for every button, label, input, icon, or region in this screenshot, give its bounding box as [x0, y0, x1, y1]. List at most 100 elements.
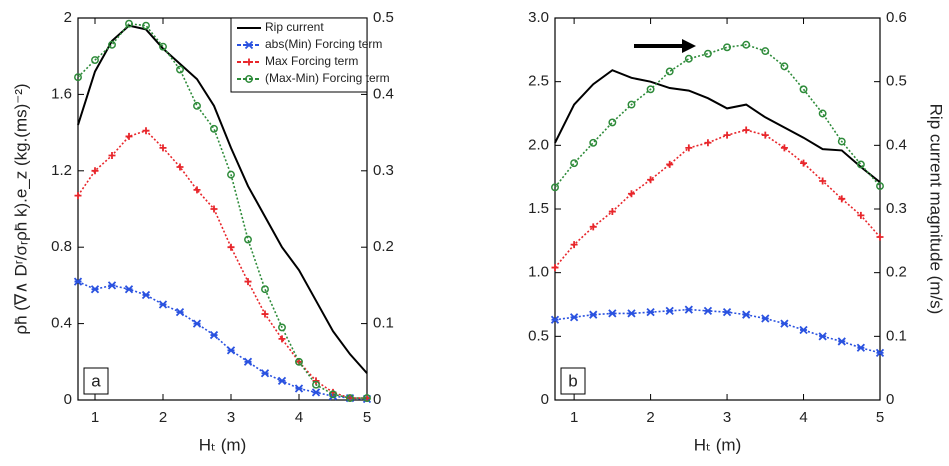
y-tick-label: 2	[64, 9, 72, 26]
marker	[665, 67, 674, 76]
marker	[74, 73, 82, 82]
marker	[294, 384, 304, 393]
marker	[226, 346, 236, 355]
x-tick-label: 3	[227, 409, 235, 426]
marker	[209, 330, 219, 340]
marker	[818, 109, 827, 118]
marker	[857, 211, 865, 219]
marker	[876, 182, 884, 191]
marker	[175, 308, 185, 317]
marker	[761, 314, 770, 323]
x-tick-label: 5	[363, 409, 371, 426]
legend-marker	[245, 75, 253, 83]
y-tick-label: 1.2	[51, 162, 72, 179]
marker	[780, 144, 788, 152]
marker	[244, 278, 252, 286]
marker	[837, 337, 846, 346]
marker	[107, 281, 117, 290]
marker	[158, 300, 168, 309]
y-tick-label: 0.5	[528, 327, 549, 344]
panel-label-box	[560, 367, 586, 395]
panel-label: a	[91, 371, 101, 390]
marker	[875, 348, 885, 358]
y2-tick-label: 0.5	[373, 9, 394, 26]
legend-box	[230, 17, 368, 93]
series-line	[77, 129, 367, 399]
y-tick-label: 1.0	[528, 264, 549, 281]
x-axis-label: Hₜ (m)	[199, 435, 247, 454]
marker	[723, 43, 732, 52]
x-tick-label: 1	[91, 409, 99, 426]
y2-axis-label: Rip current magnitude (m/s)	[927, 104, 946, 315]
marker	[856, 160, 865, 169]
marker	[124, 285, 134, 294]
marker	[608, 208, 616, 216]
legend-marker	[244, 40, 254, 50]
x-axis-label: Hₜ (m)	[694, 435, 742, 454]
marker	[176, 163, 184, 171]
marker	[876, 233, 884, 241]
y2-tick-label: 0.4	[886, 136, 907, 153]
marker	[703, 306, 713, 316]
marker	[646, 85, 655, 94]
y-tick-label: 2.5	[528, 73, 549, 90]
y-tick-label: 1.5	[528, 200, 549, 217]
series-line	[77, 280, 368, 400]
marker	[278, 335, 286, 343]
x-tick-label: 5	[876, 409, 884, 426]
marker	[742, 126, 750, 134]
marker	[278, 323, 286, 332]
marker	[570, 159, 579, 168]
y2-tick-label: 0	[373, 391, 381, 408]
y-tick-label: 0	[541, 391, 549, 408]
y2-tick-label: 0.5	[886, 73, 907, 90]
marker	[141, 290, 151, 300]
marker	[91, 56, 99, 64]
marker	[666, 160, 674, 168]
marker	[856, 343, 866, 352]
plot-frame	[77, 17, 368, 401]
marker	[192, 319, 202, 328]
x-tick-label: 1	[570, 409, 578, 426]
series-line	[554, 308, 881, 354]
marker	[685, 144, 693, 152]
marker	[665, 306, 674, 316]
marker	[90, 285, 100, 294]
marker	[176, 65, 184, 74]
marker	[125, 132, 133, 140]
y2-tick-label: 0.6	[886, 9, 907, 26]
x-tick-label: 4	[799, 409, 807, 426]
marker	[295, 357, 303, 366]
arrow-icon	[634, 39, 696, 53]
legend-label: Max Forcing term	[265, 54, 358, 68]
marker	[261, 310, 269, 318]
marker	[838, 195, 846, 203]
marker	[722, 308, 732, 317]
y-tick-label: 3.0	[528, 9, 549, 26]
marker	[193, 186, 201, 194]
y-tick-label: 0.8	[51, 238, 72, 255]
marker	[91, 167, 99, 175]
marker	[589, 223, 597, 231]
marker	[684, 54, 693, 63]
marker	[329, 390, 337, 399]
marker	[742, 40, 751, 49]
x-tick-label: 2	[646, 409, 654, 426]
marker	[243, 357, 253, 366]
marker	[627, 309, 636, 318]
marker	[627, 190, 635, 198]
y2-tick-label: 0.1	[373, 315, 394, 332]
series-line	[554, 43, 881, 188]
marker	[159, 144, 167, 152]
marker	[780, 62, 789, 71]
marker	[260, 369, 270, 378]
marker	[627, 100, 636, 109]
y2-tick-label: 0.3	[373, 162, 394, 179]
marker	[210, 205, 218, 213]
marker	[108, 40, 116, 49]
x-tick-label: 2	[159, 409, 167, 426]
y2-tick-label: 0	[886, 391, 894, 408]
marker	[742, 310, 751, 319]
marker	[108, 152, 116, 160]
